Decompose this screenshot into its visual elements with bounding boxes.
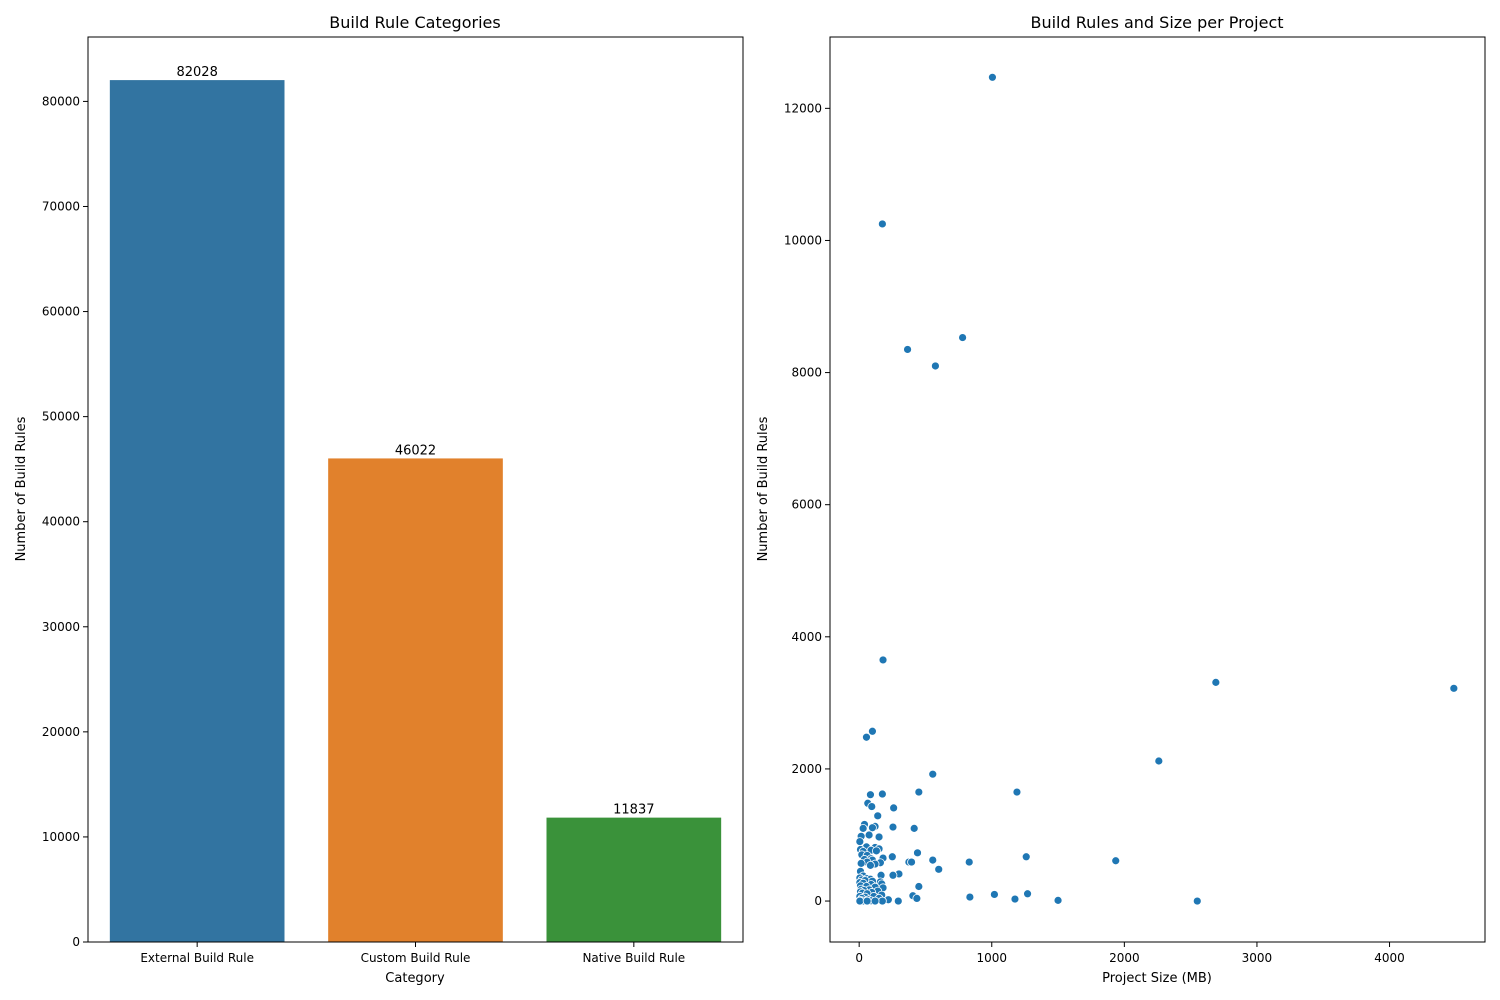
bar-data-label: 82028 bbox=[176, 65, 217, 80]
scatter-point bbox=[931, 361, 940, 371]
scatter-point bbox=[866, 790, 875, 800]
scatter-plot-frame bbox=[829, 36, 1486, 943]
scatter-y-tick-label: 8000 bbox=[791, 366, 822, 380]
bar-data-labels: 82028 46022 11837 bbox=[176, 65, 654, 818]
scatter-point bbox=[887, 852, 897, 862]
scatter-point bbox=[877, 219, 887, 229]
scatter-point bbox=[1021, 852, 1031, 862]
scatter-point bbox=[893, 896, 903, 906]
scatter-point bbox=[866, 860, 875, 870]
scatter-x-tick-label: 0 bbox=[855, 951, 863, 965]
scatter-y-tick-label: 4000 bbox=[791, 630, 822, 644]
bar-x-tick-label: External Build Rule bbox=[140, 951, 254, 965]
scatter-point bbox=[988, 72, 997, 82]
bar bbox=[328, 458, 503, 942]
scatter-point bbox=[888, 822, 898, 832]
scatter-point bbox=[958, 333, 967, 342]
scatter-series bbox=[855, 72, 1459, 906]
scatter-y-tick-label: 2000 bbox=[791, 762, 822, 776]
scatter-point bbox=[1023, 889, 1032, 899]
scatter-point bbox=[934, 864, 944, 874]
bar-y-tick-label: 70000 bbox=[42, 199, 80, 213]
scatter-point bbox=[864, 830, 874, 840]
scatter-y-tick-label: 10000 bbox=[784, 233, 822, 247]
bar-y-axis-ticks: 0 10000 20000 30000 40000 50000 60000 70000 8000… bbox=[42, 94, 88, 949]
bar-y-tick-label: 10000 bbox=[42, 830, 80, 844]
scatter-point bbox=[928, 855, 938, 865]
scatter-point bbox=[874, 832, 884, 842]
scatter-point bbox=[1012, 787, 1022, 797]
scatter-x-tick-label: 4000 bbox=[1374, 951, 1405, 965]
bar-x-axis-label: Category bbox=[385, 971, 445, 986]
scatter-point bbox=[964, 857, 974, 867]
scatter-point bbox=[858, 823, 868, 833]
scatter-y-axis-label: Number of Build Rules bbox=[756, 416, 771, 561]
scatter-point bbox=[1053, 895, 1063, 905]
scatter-point bbox=[870, 896, 880, 906]
bar-series bbox=[109, 80, 722, 942]
scatter-point bbox=[909, 823, 919, 833]
scatter-point bbox=[1449, 683, 1459, 693]
scatter-point bbox=[855, 837, 865, 846]
bar bbox=[109, 80, 285, 942]
scatter-point bbox=[878, 655, 888, 665]
scatter-point bbox=[868, 726, 877, 736]
scatter-point bbox=[903, 345, 912, 354]
bar-y-tick-label: 40000 bbox=[42, 515, 80, 529]
scatter-y-axis-ticks: 0 2000 4000 6000 8000 10000 12000 bbox=[784, 101, 830, 908]
bar-y-axis-label: Number of Build Rules bbox=[14, 416, 29, 561]
scatter-point bbox=[856, 858, 866, 868]
scatter-point bbox=[862, 732, 871, 742]
bar-y-tick-label: 0 bbox=[72, 935, 80, 949]
scatter-point bbox=[914, 882, 924, 891]
bar-plot-frame bbox=[87, 36, 744, 943]
bar-y-tick-label: 60000 bbox=[42, 305, 80, 319]
scatter-y-tick-label: 6000 bbox=[791, 498, 822, 512]
scatter-x-tick-label: 2000 bbox=[1109, 951, 1140, 965]
scatter-point bbox=[914, 787, 924, 797]
bar-x-axis-ticks: External Build Rule Custom Build Rule Nati… bbox=[140, 942, 685, 965]
bar-x-tick-label: Custom Build Rule bbox=[361, 951, 471, 965]
scatter-point bbox=[868, 823, 877, 833]
scatter-point bbox=[1154, 756, 1164, 766]
scatter-point bbox=[907, 857, 916, 867]
scatter-point bbox=[888, 870, 898, 880]
scatter-point bbox=[872, 846, 881, 856]
scatter-point bbox=[912, 894, 922, 903]
scatter-y-tick-label: 0 bbox=[814, 894, 822, 908]
bar-data-label: 11837 bbox=[613, 803, 654, 818]
scatter-point bbox=[862, 896, 872, 906]
scatter-point bbox=[855, 896, 865, 906]
scatter-point bbox=[877, 789, 887, 799]
scatter-chart-panel: Build Rules and Size per Project 0 2000 40… bbox=[756, 13, 1486, 986]
scatter-point bbox=[1111, 856, 1121, 866]
bar bbox=[546, 817, 722, 942]
bar-chart-title: Build Rule Categories bbox=[329, 13, 500, 32]
bar-data-label: 46022 bbox=[395, 443, 436, 458]
scatter-x-tick-label: 1000 bbox=[976, 951, 1007, 965]
bar-chart-panel: Build Rule Categories 0 10000 20000 30000 40… bbox=[14, 13, 744, 986]
scatter-point bbox=[1211, 677, 1221, 687]
scatter-point bbox=[913, 848, 922, 858]
scatter-point bbox=[1010, 894, 1020, 904]
scatter-point bbox=[990, 890, 999, 899]
bar-y-tick-label: 30000 bbox=[42, 620, 80, 634]
scatter-point bbox=[1192, 896, 1202, 906]
scatter-point bbox=[928, 769, 938, 779]
scatter-y-tick-label: 12000 bbox=[784, 101, 822, 115]
bar-y-tick-label: 50000 bbox=[42, 410, 80, 424]
bar-y-tick-label: 20000 bbox=[42, 725, 80, 739]
scatter-x-axis-label: Project Size (MB) bbox=[1102, 971, 1212, 986]
bar-x-tick-label: Native Build Rule bbox=[582, 951, 685, 965]
scatter-point bbox=[873, 811, 883, 821]
scatter-point bbox=[889, 803, 899, 813]
scatter-chart-title: Build Rules and Size per Project bbox=[1030, 13, 1283, 32]
scatter-x-axis-ticks: 0 1000 2000 3000 4000 bbox=[855, 942, 1405, 965]
scatter-x-tick-label: 3000 bbox=[1242, 951, 1273, 965]
bar-y-tick-label: 80000 bbox=[42, 94, 80, 108]
scatter-point bbox=[877, 896, 887, 906]
scatter-point bbox=[965, 892, 975, 902]
scatter-point bbox=[867, 802, 877, 811]
